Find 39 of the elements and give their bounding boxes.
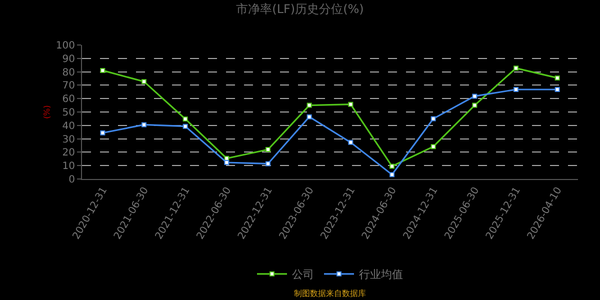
y-tick-label: 10 xyxy=(62,161,75,172)
point xyxy=(142,122,146,128)
point xyxy=(514,66,518,71)
chart-title: 市净率(LF)历史分位(%) xyxy=(236,2,364,16)
point xyxy=(142,79,146,84)
point xyxy=(390,164,394,169)
y-tick-label: 90 xyxy=(62,54,75,65)
y-tick-label: 100 xyxy=(56,40,75,52)
point xyxy=(348,102,354,107)
y-tick-label: 0 xyxy=(68,174,75,186)
y-tick-label: 30 xyxy=(62,134,75,146)
point xyxy=(472,102,478,108)
point xyxy=(554,86,560,92)
legend-label: 公司 xyxy=(292,268,314,282)
point xyxy=(514,86,518,92)
legend-label: 行业均值 xyxy=(359,268,403,282)
point xyxy=(472,94,478,99)
point xyxy=(390,172,394,178)
point xyxy=(182,124,188,129)
point xyxy=(182,116,188,122)
point xyxy=(266,161,270,166)
y-tick-label: 70 xyxy=(62,80,75,92)
point xyxy=(224,160,230,166)
y-tick-label: 60 xyxy=(62,94,75,106)
point xyxy=(430,144,436,150)
point xyxy=(430,116,436,122)
point xyxy=(306,102,312,108)
point xyxy=(348,140,354,145)
y-tick-label: 20 xyxy=(62,148,75,159)
point xyxy=(266,147,270,152)
point xyxy=(554,75,560,80)
point xyxy=(100,130,106,136)
point xyxy=(100,68,106,73)
y-tick-label: 40 xyxy=(62,120,75,132)
y-tick-label: 50 xyxy=(62,108,75,118)
y-axis-title: (%) xyxy=(42,105,52,119)
text: 制图数据来自数据库 xyxy=(294,289,366,298)
point xyxy=(306,114,312,120)
y-tick-label: 80 xyxy=(62,67,75,78)
